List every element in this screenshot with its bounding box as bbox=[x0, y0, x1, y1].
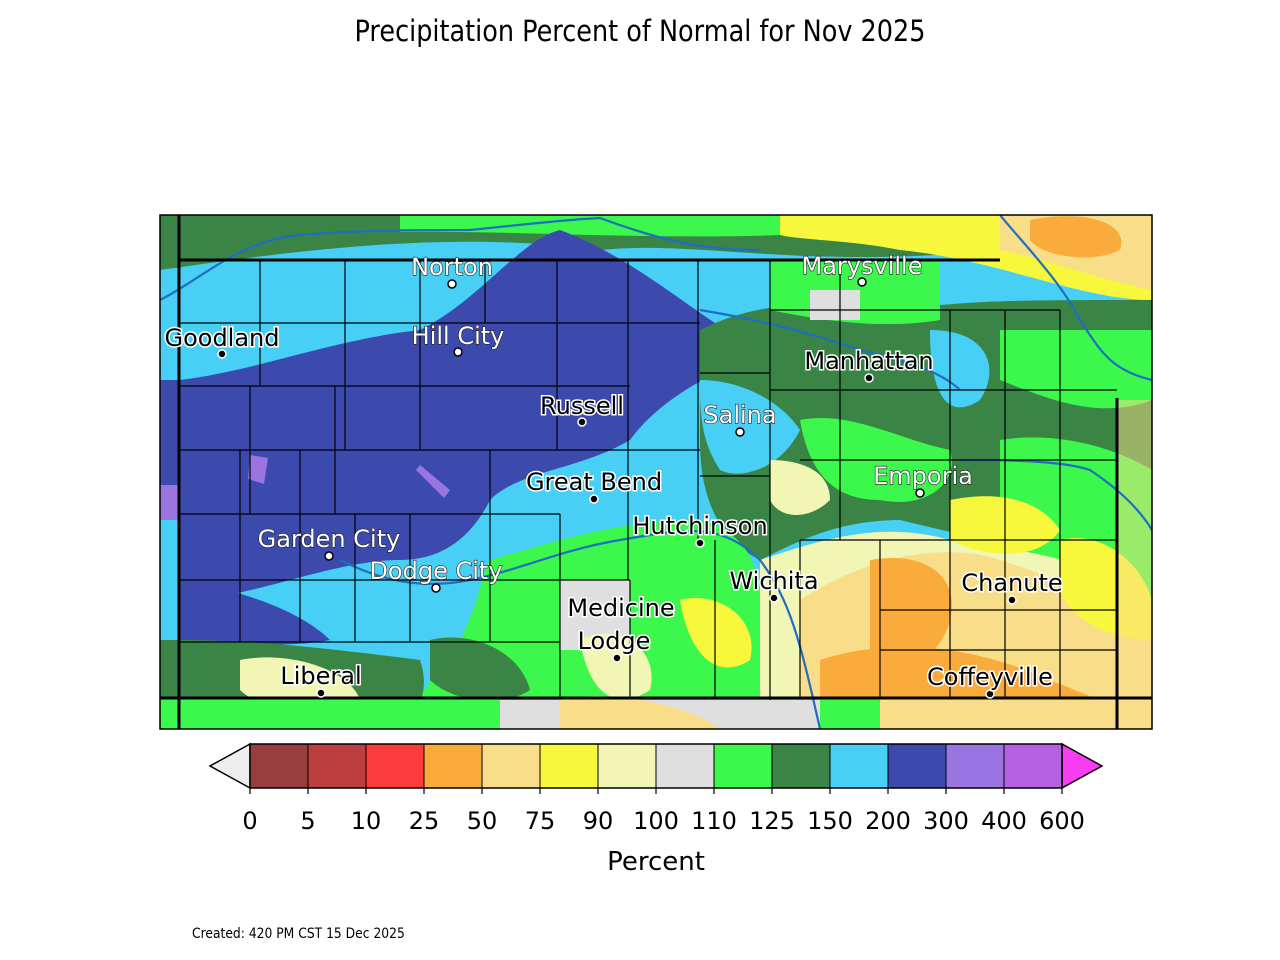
city-marker bbox=[325, 552, 333, 560]
colorbar-tick-label: 300 bbox=[923, 807, 969, 835]
colorbar-tick-label: 0 bbox=[242, 807, 257, 835]
city-marker bbox=[613, 654, 621, 662]
colorbar-tick-label: 200 bbox=[865, 807, 911, 835]
colorbar-bin bbox=[482, 744, 540, 788]
city-marker bbox=[770, 594, 778, 602]
city-marker bbox=[865, 374, 873, 382]
colorbar-bin bbox=[946, 744, 1004, 788]
city-label: Dodge City bbox=[369, 557, 502, 585]
city-label: Lodge bbox=[578, 627, 651, 655]
colorbar-tick-label: 50 bbox=[467, 807, 498, 835]
colorbar-tick-label: 5 bbox=[300, 807, 315, 835]
colorbar-bin bbox=[830, 744, 888, 788]
city-label: Goodland bbox=[164, 324, 279, 352]
colorbar-under-arrow bbox=[210, 744, 250, 788]
colorbar-over-arrow bbox=[1062, 744, 1102, 788]
colorbar-bin bbox=[540, 744, 598, 788]
colorbar-bin bbox=[308, 744, 366, 788]
city-label: Liberal bbox=[280, 662, 361, 690]
city-marker bbox=[916, 489, 924, 497]
colorbar-bin bbox=[598, 744, 656, 788]
colorbar-tick-label: 75 bbox=[525, 807, 556, 835]
city-marker bbox=[986, 690, 994, 698]
colorbar-bin bbox=[772, 744, 830, 788]
city-label: Marysville bbox=[802, 252, 923, 280]
colorbar-tick-label: 25 bbox=[409, 807, 440, 835]
city-label: Salina bbox=[703, 401, 776, 429]
city-marker bbox=[1008, 596, 1016, 604]
city-marker bbox=[590, 495, 598, 503]
city-marker bbox=[696, 539, 704, 547]
colorbar-bin bbox=[656, 744, 714, 788]
colorbar-bin bbox=[366, 744, 424, 788]
city-label: Wichita bbox=[729, 567, 818, 595]
colorbar-tick-label: 10 bbox=[351, 807, 382, 835]
city-label: Hill City bbox=[412, 322, 505, 350]
colorbar-bin bbox=[714, 744, 772, 788]
colorbar-bin bbox=[888, 744, 946, 788]
colorbar-tick-label: 100 bbox=[633, 807, 679, 835]
city-label: Emporia bbox=[873, 462, 973, 490]
city-label: Manhattan bbox=[804, 347, 933, 375]
city-label: Garden City bbox=[258, 525, 401, 553]
colorbar-tick-label: 110 bbox=[691, 807, 737, 835]
created-timestamp: Created: 420 PM CST 15 Dec 2025 bbox=[192, 926, 405, 942]
city-label: Norton bbox=[411, 253, 493, 281]
city-label: Coffeyville bbox=[927, 663, 1053, 691]
city-marker bbox=[448, 280, 456, 288]
colorbar-bin bbox=[250, 744, 308, 788]
colorbar-tick-label: 90 bbox=[583, 807, 614, 835]
colorbar-tick-label: 150 bbox=[807, 807, 853, 835]
colorbar-bin bbox=[424, 744, 482, 788]
colorbar: 0 5 10 25 50 75 90 100 110 125 150 200 300 400 600 bbox=[210, 744, 1102, 835]
colorbar-tick-label: 125 bbox=[749, 807, 795, 835]
city-marker bbox=[317, 689, 325, 697]
colorbar-tick-label: 400 bbox=[981, 807, 1027, 835]
city-label: Hutchinson bbox=[632, 512, 767, 540]
city-label: Chanute bbox=[961, 569, 1062, 597]
colorbar-bin bbox=[1004, 744, 1062, 788]
city-label: Russell bbox=[540, 392, 624, 420]
city-label: Great Bend bbox=[526, 468, 662, 496]
city-label: Medicine bbox=[567, 594, 674, 622]
precip-map: Norton Goodland Hill City Russell Marysville… bbox=[0, 0, 1280, 960]
colorbar-label: Percent bbox=[607, 847, 705, 877]
colorbar-tick-label: 600 bbox=[1039, 807, 1085, 835]
city-marker bbox=[432, 584, 440, 592]
city-marker bbox=[736, 428, 744, 436]
